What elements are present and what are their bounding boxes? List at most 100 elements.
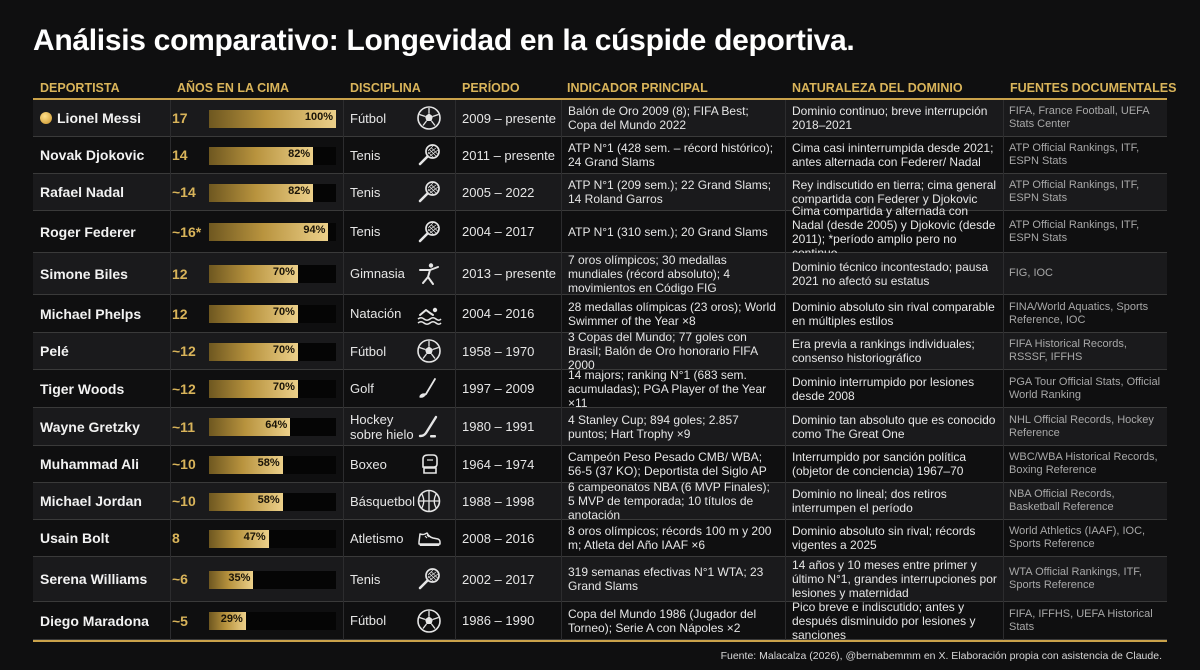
gold-medal-icon xyxy=(40,112,52,124)
years-value: ~10 xyxy=(172,493,196,509)
bar-percent-label: 70% xyxy=(272,266,295,278)
bar-fill: 58% xyxy=(209,456,283,474)
discipline: Tenis xyxy=(350,147,381,163)
bar-percent-label: 70% xyxy=(272,381,295,393)
years-at-top: 12 xyxy=(170,295,343,332)
main-indicator: 28 medallas olímpicas (23 oros); World S… xyxy=(568,299,776,328)
athlete-name-text: Tiger Woods xyxy=(40,380,125,397)
bar-fill: 47% xyxy=(209,530,269,548)
hockey-stick-icon xyxy=(415,413,443,441)
footer-rule xyxy=(33,640,1167,642)
gymnast-icon xyxy=(415,260,443,288)
col-header-indicator: INDICADOR PRINCIPAL xyxy=(567,81,708,95)
bar-track: 100% xyxy=(209,110,336,128)
discipline: Fútbol xyxy=(350,613,387,628)
table-row: Lionel Messi 17 100% Fútbol 2009 – presente B… xyxy=(33,100,1167,137)
col-header-nature: NATURALEZA DEL DOMINIO xyxy=(792,81,963,95)
sources: FINA/World Aquatics, Sports Reference, I… xyxy=(1009,300,1149,326)
years-value: 12 xyxy=(172,265,188,282)
bar-percent-label: 82% xyxy=(288,185,311,197)
discipline-icon-cell xyxy=(415,253,455,294)
athlete-name-text: Roger Federer xyxy=(40,223,136,240)
main-indicator: 3 Copas del Mundo; 77 goles con Brasil; … xyxy=(568,330,758,372)
column-divider xyxy=(343,100,344,640)
bar-track: 70% xyxy=(209,305,336,323)
years-at-top: ~11 xyxy=(170,408,343,445)
period: 1986 – 1990 xyxy=(462,613,535,628)
soccer-ball-icon xyxy=(415,607,443,635)
running-shoe-icon xyxy=(415,524,443,552)
bar-track: 47% xyxy=(209,530,336,548)
table-row: Rafael Nadal ~14 82% Tenis 2005 – 2022 ATP N°… xyxy=(33,174,1167,211)
table-row: Simone Biles 12 70% Gimnasia 2013 – presente… xyxy=(33,253,1167,295)
bar-fill: 70% xyxy=(209,305,298,323)
athlete-name-text: Wayne Gretzky xyxy=(40,418,140,435)
bar-percent-label: 100% xyxy=(304,111,333,123)
discipline-icon-cell xyxy=(415,333,455,369)
table-row: Michael Jordan ~10 58% Básquetbol 1988 – 199… xyxy=(33,480,1167,522)
years-value: ~12 xyxy=(172,380,196,397)
years-value: 12 xyxy=(172,305,188,322)
discipline: Boxeo xyxy=(350,456,387,472)
period: 1958 – 1970 xyxy=(462,343,535,359)
period: 2013 – presente xyxy=(462,266,556,281)
tennis-racket-icon xyxy=(415,178,443,206)
discipline-icon-cell xyxy=(415,370,455,407)
athlete-name-text: Lionel Messi xyxy=(57,110,142,126)
years-value: ~10 xyxy=(172,456,196,472)
sources: FIFA, IFFHS, UEFA Historical Stats xyxy=(1009,607,1153,633)
period: 2011 – presente xyxy=(462,147,555,163)
table-row: Roger Federer ~16* 94% Tenis 2004 – 2017 ATP … xyxy=(33,204,1167,260)
boxing-glove-icon xyxy=(415,450,443,478)
discipline-icon-cell xyxy=(415,557,455,601)
main-indicator: 319 semanas efectivas N°1 WTA; 23 Grand … xyxy=(568,565,764,593)
discipline-icon-cell xyxy=(415,408,455,445)
header-rule xyxy=(33,98,1167,100)
dominance-nature: Dominio no lineal; dos retiros interrump… xyxy=(792,487,947,515)
bar-track: 58% xyxy=(209,456,336,474)
years-value: ~14 xyxy=(172,184,196,200)
years-at-top: 8 xyxy=(170,520,343,556)
discipline-icon-cell xyxy=(415,100,455,136)
years-value: ~5 xyxy=(172,612,188,629)
bar-track: 94% xyxy=(209,223,336,241)
bar-fill: 70% xyxy=(209,265,298,283)
athlete-name-text: Rafael Nadal xyxy=(40,184,125,200)
period: 1964 – 1974 xyxy=(462,456,535,472)
athlete-name: Novak Djokovic xyxy=(33,137,170,173)
discipline-icon-cell xyxy=(415,446,455,482)
bar-track: 35% xyxy=(209,571,336,589)
period: 1980 – 1991 xyxy=(462,419,535,434)
table-row: Novak Djokovic 14 82% Tenis 2011 – presente A… xyxy=(33,137,1167,174)
period: 2008 – 2016 xyxy=(462,530,535,546)
dominance-nature: Interrumpido por sanción política (objet… xyxy=(792,450,967,478)
years-at-top: ~5 xyxy=(170,602,343,639)
column-divider xyxy=(170,100,171,640)
athlete-name-text: Simone Biles xyxy=(40,265,128,282)
bar-percent-label: 64% xyxy=(265,419,288,431)
dominance-nature: Dominio continuo; breve interrupción 201… xyxy=(792,104,988,132)
athlete-name: Serena Williams xyxy=(33,557,170,601)
column-divider xyxy=(785,100,786,640)
discipline: Atletismo xyxy=(350,530,404,546)
discipline: Tenis xyxy=(350,571,381,587)
sources: FIFA Historical Records, RSSSF, IFFHS xyxy=(1009,338,1127,363)
sources: NBA Official Records, Basketball Referen… xyxy=(1009,488,1115,513)
main-indicator: 14 majors; ranking N°1 (683 sem. acumula… xyxy=(568,367,767,410)
main-indicator: 7 oros olímpicos; 30 medallas mundiales … xyxy=(568,252,731,295)
tennis-racket-icon xyxy=(415,141,443,169)
bar-fill: 100% xyxy=(209,110,336,128)
col-header-discipline: DISCIPLINA xyxy=(350,81,421,95)
athlete-name-text: Serena Williams xyxy=(40,571,148,587)
bar-track: 70% xyxy=(209,265,336,283)
bar-track: 70% xyxy=(209,380,336,398)
table-row: Serena Williams ~6 35% Tenis 2002 – 2017 319 … xyxy=(33,557,1167,602)
discipline: Golf xyxy=(350,381,374,396)
sources: FIG, IOC xyxy=(1009,267,1053,279)
athlete-name-text: Diego Maradona xyxy=(40,612,149,629)
bar-track: 58% xyxy=(209,493,336,511)
years-at-top: ~12 xyxy=(170,370,343,407)
athlete-name-text: Usain Bolt xyxy=(40,530,110,546)
dominance-nature: Dominio absoluto sin rival; récords vige… xyxy=(792,524,976,552)
dominance-nature: Dominio interrumpido por lesiones desde … xyxy=(792,374,975,403)
